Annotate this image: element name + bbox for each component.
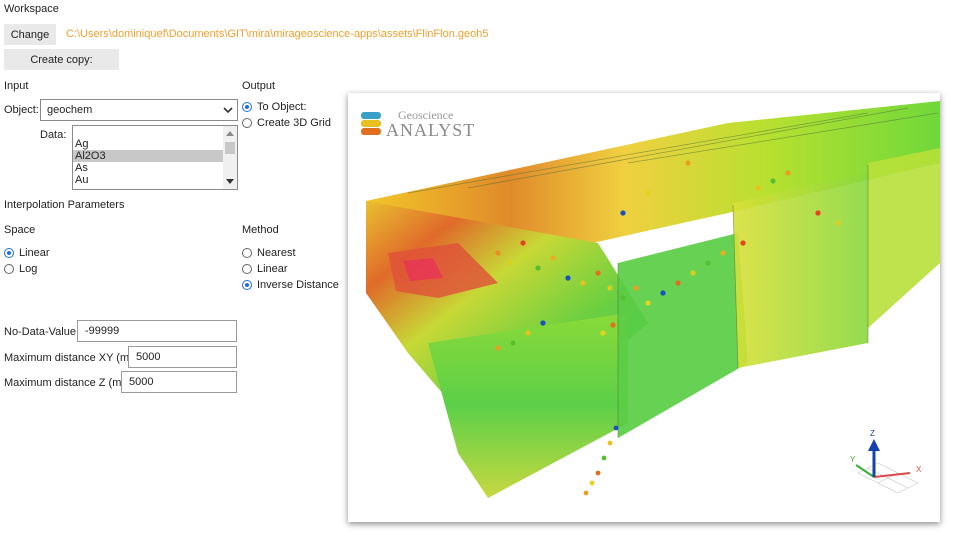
output-to-object-radio[interactable]: To Object:	[242, 100, 307, 114]
viewer-scene	[366, 101, 940, 498]
radio-unchecked-icon	[242, 118, 252, 128]
output-create-grid-radio[interactable]: Create 3D Grid	[242, 116, 331, 130]
max-distance-z-input[interactable]: 5000	[121, 371, 237, 393]
anomaly-patch	[388, 243, 498, 298]
radio-label: Inverse Distance	[257, 279, 339, 291]
workspace-label: Workspace	[4, 3, 59, 15]
object-select-value: geochem	[47, 104, 93, 116]
no-data-input-value: -99999	[85, 325, 120, 337]
radio-label: Log	[19, 263, 38, 275]
anomaly-patch	[403, 258, 443, 281]
radio-label: Linear	[257, 263, 288, 275]
no-data-label: No-Data-Value	[4, 326, 76, 338]
max-distance-xy-input[interactable]: 5000	[128, 346, 237, 368]
3d-viewer[interactable]: Geoscience ANALYST Z Y X	[348, 93, 940, 522]
input-section-label: Input	[4, 80, 29, 92]
output-section-label: Output	[242, 80, 276, 92]
layers-logo-icon	[361, 112, 381, 135]
radio-label: Linear	[19, 247, 50, 259]
change-button[interactable]: Change	[4, 24, 56, 45]
section-sheet-far-right	[868, 148, 940, 328]
radio-unchecked-icon	[242, 248, 252, 258]
data-option[interactable]: Au	[75, 174, 89, 186]
max-distance-xy-value: 5000	[136, 351, 161, 363]
section-sheet-lower	[428, 313, 628, 498]
axis-z-label: Z	[870, 429, 875, 438]
data-option[interactable]: Ag	[75, 138, 89, 150]
no-data-input[interactable]: -99999	[77, 320, 237, 342]
interpolation-label: Interpolation Parameters	[4, 199, 125, 211]
max-distance-xy-label: Maximum distance XY (m)	[4, 352, 133, 364]
logo-text-bottom: ANALYST	[386, 120, 476, 140]
space-linear-radio[interactable]: Linear	[4, 246, 50, 260]
radio-unchecked-icon	[242, 264, 252, 274]
axis-y-label: Y	[850, 455, 856, 464]
object-label: Object:	[4, 104, 39, 116]
max-distance-z-value: 5000	[129, 376, 154, 388]
space-label: Space	[4, 224, 36, 236]
scroll-up-icon[interactable]	[226, 130, 234, 136]
method-linear-radio[interactable]: Linear	[242, 262, 288, 276]
max-distance-z-label: Maximum distance Z (m)	[4, 377, 126, 389]
radio-checked-icon	[4, 248, 14, 258]
axis-x-label: X	[916, 465, 922, 474]
data-label: Data:	[40, 129, 67, 141]
data-option-selected[interactable]: Al2O3	[73, 150, 237, 162]
radio-label: Create 3D Grid	[257, 117, 331, 129]
object-select[interactable]: geochem	[40, 99, 238, 121]
data-listbox[interactable]: Ag Al2O3 As Au	[72, 125, 238, 190]
chevron-down-icon	[223, 106, 233, 113]
radio-unchecked-icon	[4, 264, 14, 274]
sample-points	[495, 160, 841, 496]
method-label: Method	[242, 224, 279, 236]
data-option[interactable]: As	[75, 162, 88, 174]
data-listbox-scrollbar[interactable]	[223, 126, 237, 189]
radio-label: Nearest	[257, 247, 296, 259]
workspace-path: C:\Users\dominiquef\Documents\GIT\mira\m…	[66, 28, 489, 40]
section-edges	[407, 107, 939, 438]
radio-label: To Object:	[257, 101, 307, 113]
method-nearest-radio[interactable]: Nearest	[242, 246, 296, 260]
scrollbar-thumb[interactable]	[225, 142, 235, 154]
scroll-down-icon[interactable]	[226, 179, 234, 185]
method-inverse-distance-radio[interactable]: Inverse Distance	[242, 278, 339, 292]
radio-checked-icon	[242, 280, 252, 290]
section-sheet-right	[733, 173, 868, 368]
axis-triad[interactable]: Z Y X	[848, 429, 928, 503]
logo-text-top: Geoscience	[398, 108, 454, 122]
geoscience-analyst-logo: Geoscience ANALYST	[360, 109, 475, 139]
space-log-radio[interactable]: Log	[4, 262, 37, 276]
create-copy-button[interactable]: Create copy:	[4, 49, 119, 70]
axis-triad-icon	[855, 439, 919, 494]
data-option[interactable]	[73, 126, 237, 138]
section-sheet-middle	[618, 233, 748, 438]
radio-checked-icon	[242, 102, 252, 112]
